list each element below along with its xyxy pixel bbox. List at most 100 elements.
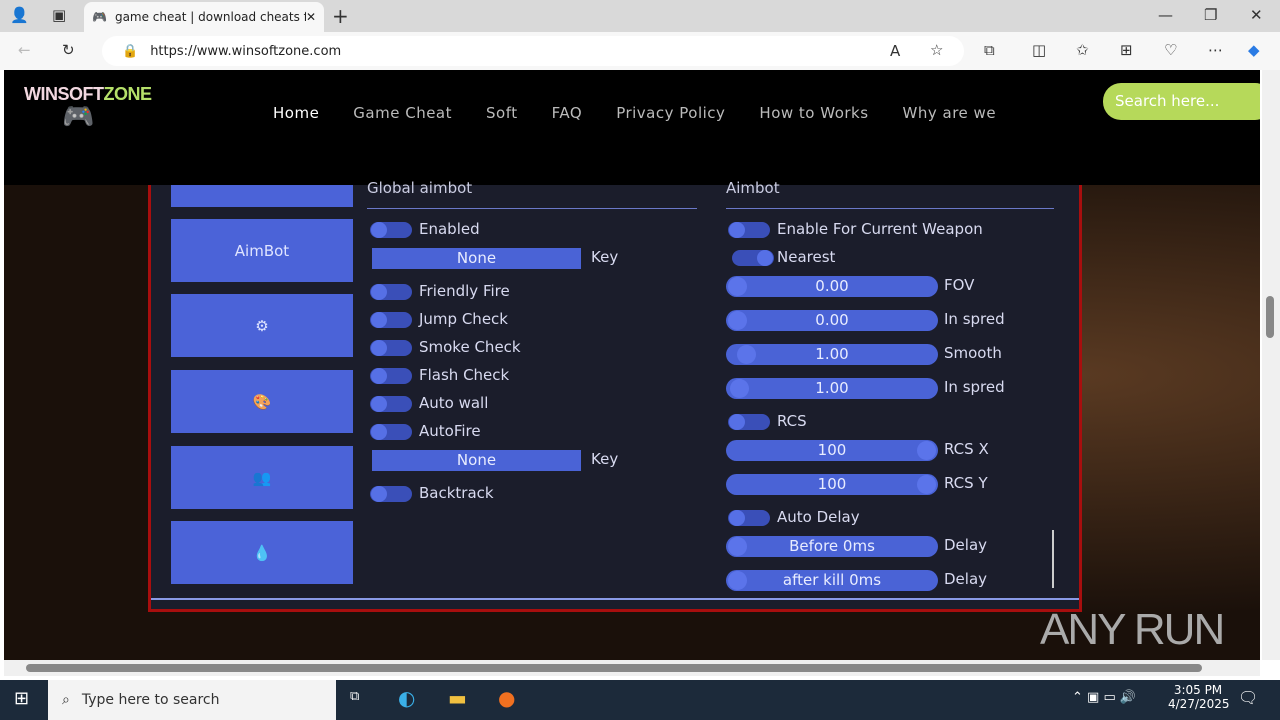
slider-label: RCS X [944,440,989,458]
collections-icon[interactable]: ⊞ [1120,41,1133,59]
auto-delay-toggle [728,510,770,526]
slider-knob [737,345,757,364]
slider-knob [917,441,936,460]
friendly-fire-toggle [370,284,412,300]
autofire-toggle [370,424,412,440]
minimize-icon[interactable]: — [1158,6,1173,24]
slider: after kill 0ms [726,570,938,591]
new-tab-icon[interactable]: + [332,4,349,28]
slider-knob [728,311,747,330]
sidebar-aimbot: AimBot [171,219,353,282]
performance-icon[interactable]: ♡ [1164,41,1178,59]
windows-start-icon[interactable]: ⊞ [14,688,30,709]
key-bind: None [372,450,581,471]
tab-title: game cheat | download cheats for [114,10,306,24]
label: Auto wall [419,394,489,412]
horizontal-scrollbar[interactable] [4,660,1260,676]
taskbar-search[interactable]: ⌕ Type here to search [48,680,336,720]
slider-value: 1.00 [815,345,849,363]
slider-value: after kill 0ms [782,571,882,589]
slider: 0.00 [726,310,938,331]
taskbar-search-text: Type here to search [81,692,220,708]
nav-home[interactable]: Home [273,104,320,122]
divider [726,208,1054,209]
slider-knob [728,571,747,590]
task-view-icon[interactable]: ⧉ [350,689,360,704]
favorite-icon[interactable]: ☆ [930,41,944,59]
label: Nearest [777,248,836,266]
nav-game-cheat[interactable]: Game Cheat [353,104,453,122]
nav-soft[interactable]: Soft [486,104,518,122]
aimbot-title: Aimbot [726,179,780,197]
cheat-menu-image: AimBot ⚙ 🎨 👥 💧 Global aimbot Enabled Non… [148,179,1082,612]
nav-how-to-works[interactable]: How to Works [759,104,869,122]
anyrun-watermark: ANY RUN [1040,605,1225,654]
inner-scrollbar [1052,530,1054,588]
site-logo[interactable]: WINSOFTZONE 🎮 [24,84,152,131]
label: Enable For Current Weapon [777,220,983,238]
label: AutoFire [419,422,481,440]
back-icon[interactable]: ← [18,41,31,59]
firefox-icon[interactable]: ● [498,686,516,710]
label: Smoke Check [419,338,521,356]
backtrack-toggle [370,486,412,502]
notifications-icon[interactable]: 🗨 [1238,688,1259,707]
url-text: https://www.winsoftzone.com [150,43,342,59]
vertical-scrollbar[interactable] [1262,70,1280,660]
slider-value: 0.00 [815,311,849,329]
slider: 1.00 [726,378,938,399]
profile-icon[interactable]: 👤 [10,6,29,24]
close-window-icon[interactable]: ✕ [1250,6,1263,24]
slider-knob [728,277,747,296]
users-gear-icon: 👥 [171,446,353,509]
extensions-icon[interactable]: ⧉ [984,41,995,59]
clock[interactable]: 3:05 PM 4/27/2025 [1168,683,1230,711]
slider-knob [917,475,936,494]
restore-icon[interactable]: ❐ [1204,6,1218,24]
tab-actions-icon[interactable]: ▣ [52,6,67,24]
browser-tab[interactable]: 🎮 game cheat | download cheats for ✕ [84,2,324,32]
label: Key [591,248,619,266]
more-icon[interactable]: ⋯ [1208,41,1223,59]
copilot-icon[interactable]: ◆ [1248,41,1260,59]
enabled-toggle [370,222,412,238]
tray-icons[interactable]: ⌃ ▣ ▭ 🔊 [1072,690,1137,705]
label: Key [591,450,619,468]
slider: 100 [726,474,938,495]
slider-label: FOV [944,276,975,294]
site-search-input[interactable]: Search here... [1103,83,1260,120]
label: Flash Check [419,366,510,384]
slider: 1.00 [726,344,938,365]
edge-icon[interactable]: ◐ [398,686,416,710]
sidebar-button-top [171,185,353,207]
slider-value: 0.00 [815,277,849,295]
label: Enabled [419,220,480,238]
slider-label: In spred [944,310,1005,328]
nav-why-are-we[interactable]: Why are we [902,104,997,122]
favicon-icon: 🎮 [92,10,107,24]
read-aloud-icon[interactable]: A [890,42,901,60]
slider-knob [728,537,747,556]
refresh-icon[interactable]: ↻ [62,41,75,59]
slider-label: In spred [944,378,1005,396]
nav-privacy[interactable]: Privacy Policy [616,104,726,122]
auto-wall-toggle [370,396,412,412]
address-bar[interactable]: 🔒 https://www.winsoftzone.com [102,36,964,66]
nearest-toggle [732,250,774,266]
gear-icon: ⚙ [171,294,353,357]
jump-check-toggle [370,312,412,328]
drop-icon: 💧 [171,521,353,584]
label: Backtrack [419,484,494,502]
gamepad-icon: 🎮 [62,101,94,131]
favorites-icon[interactable]: ✩ [1076,41,1089,59]
label: Jump Check [419,310,508,328]
close-tab-icon[interactable]: ✕ [305,10,316,24]
palette-icon: 🎨 [171,370,353,433]
site-nav: Home Game Cheat Soft FAQ Privacy Policy … [273,104,1030,122]
slider-value: 1.00 [815,379,849,397]
slider-value: 100 [817,441,847,459]
split-screen-icon[interactable]: ◫ [1032,41,1047,59]
flash-check-toggle [370,368,412,384]
nav-faq[interactable]: FAQ [551,104,583,122]
file-explorer-icon[interactable]: ▬ [448,686,467,710]
